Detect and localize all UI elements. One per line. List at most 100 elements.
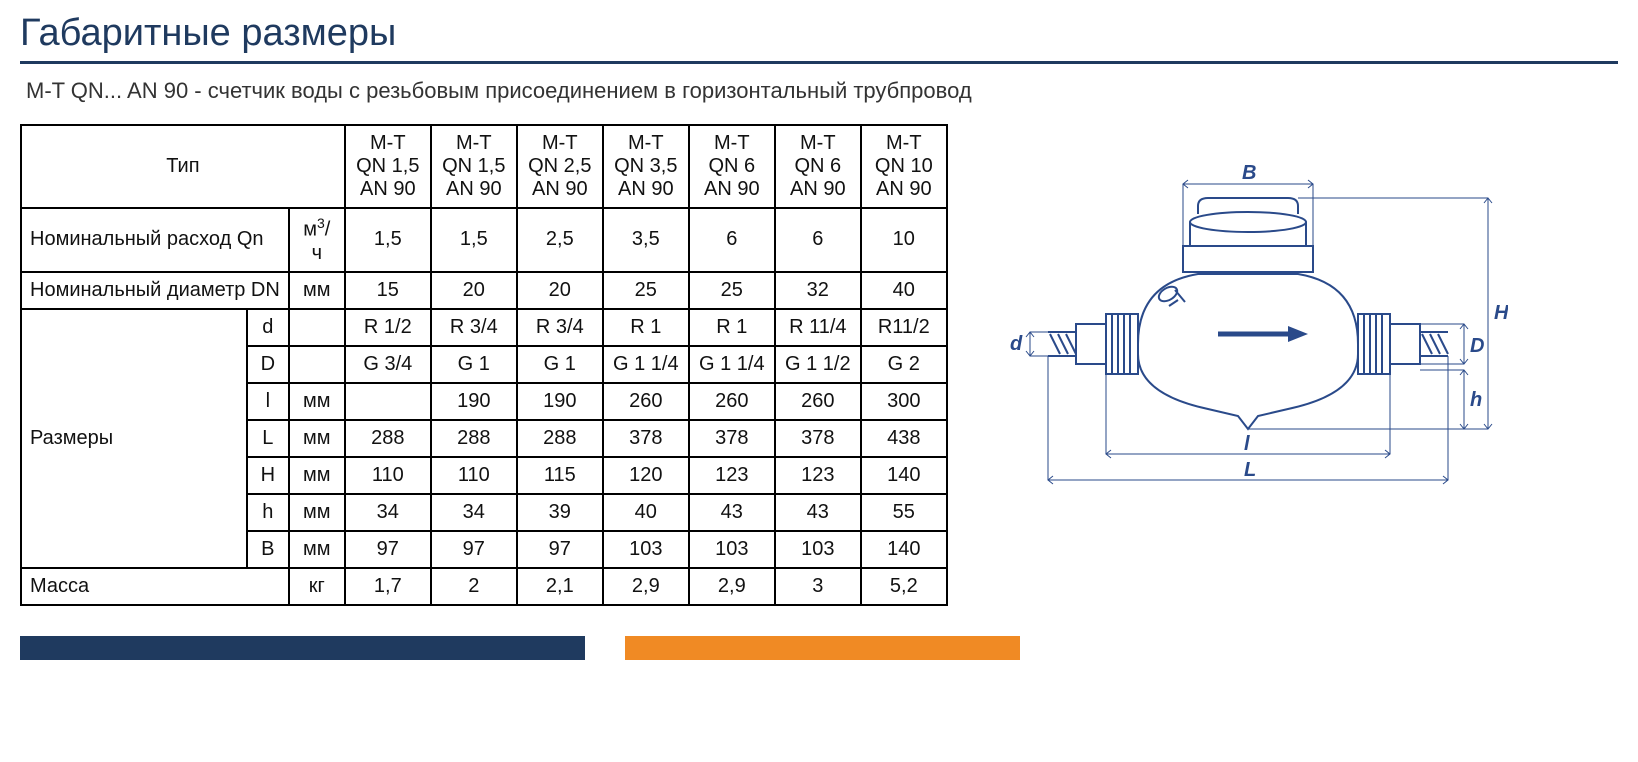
cell: 1,5	[345, 208, 431, 272]
cell: 123	[689, 457, 775, 494]
cell: 10	[861, 208, 947, 272]
cell: 20	[517, 272, 603, 309]
cell: 43	[775, 494, 861, 531]
cell: 120	[603, 457, 689, 494]
spec-table: Тип M-TQN 1,5AN 90 M-TQN 1,5AN 90 M-TQN …	[20, 124, 948, 606]
cell: R 1	[603, 309, 689, 346]
cell: 97	[517, 531, 603, 568]
footer-bar-left	[20, 636, 585, 660]
cell: 40	[861, 272, 947, 309]
content-area: Тип M-TQN 1,5AN 90 M-TQN 1,5AN 90 M-TQN …	[20, 124, 1618, 606]
cell	[345, 383, 431, 420]
cell: 288	[431, 420, 517, 457]
cell: 378	[603, 420, 689, 457]
dim-unit: мм	[289, 420, 345, 457]
dim-symbol: L	[247, 420, 289, 457]
mass-unit: кг	[289, 568, 345, 605]
cell: G 1 1/4	[689, 346, 775, 383]
table-header-row: Тип M-TQN 1,5AN 90 M-TQN 1,5AN 90 M-TQN …	[21, 125, 947, 208]
cell: G 2	[861, 346, 947, 383]
cell: 39	[517, 494, 603, 531]
dim-unit: мм	[289, 531, 345, 568]
cell: 3,5	[603, 208, 689, 272]
cell: 110	[431, 457, 517, 494]
model-header: M-TQN 1,5AN 90	[431, 125, 517, 208]
model-header: M-TQN 3,5AN 90	[603, 125, 689, 208]
cell: 6	[775, 208, 861, 272]
cell: 110	[345, 457, 431, 494]
dimension-diagram: B H D	[988, 154, 1508, 499]
row-label: Номинальный диаметр DN	[21, 272, 289, 309]
mass-label: Масса	[21, 568, 289, 605]
cell: 140	[861, 457, 947, 494]
cell: 20	[431, 272, 517, 309]
cell: G 1	[431, 346, 517, 383]
cell: 34	[431, 494, 517, 531]
dim-label-B: B	[1242, 162, 1256, 184]
cell: 3	[775, 568, 861, 605]
model-header: M-TQN 6AN 90	[689, 125, 775, 208]
cell: 2,9	[603, 568, 689, 605]
cell: 43	[689, 494, 775, 531]
cell: 103	[689, 531, 775, 568]
cell: R11/2	[861, 309, 947, 346]
meter-diagram-svg: B H D	[988, 154, 1508, 494]
dim-symbol: D	[247, 346, 289, 383]
dim-label-l: l	[1244, 433, 1250, 455]
cell: 2,1	[517, 568, 603, 605]
table-row: Номинальный диаметр DN мм 15 20 20 25 25…	[21, 272, 947, 309]
table-row: Номинальный расход Qn м3/ ч 1,5 1,5 2,5 …	[21, 208, 947, 272]
dim-symbol: H	[247, 457, 289, 494]
footer-bar-right	[625, 636, 1020, 660]
cell: G 1	[517, 346, 603, 383]
dim-label-H: H	[1494, 302, 1508, 324]
cell: R 1/2	[345, 309, 431, 346]
footer-bars	[20, 636, 1020, 660]
cell: 115	[517, 457, 603, 494]
dim-unit: мм	[289, 383, 345, 420]
cell: 2,5	[517, 208, 603, 272]
cell: 97	[431, 531, 517, 568]
table-row: Размеры d R 1/2 R 3/4 R 3/4 R 1 R 1 R 11…	[21, 309, 947, 346]
cell: 190	[431, 383, 517, 420]
cell: 55	[861, 494, 947, 531]
cell: 6	[689, 208, 775, 272]
model-header: M-TQN 10AN 90	[861, 125, 947, 208]
cell: 34	[345, 494, 431, 531]
cell: R 3/4	[431, 309, 517, 346]
cell: 32	[775, 272, 861, 309]
cell: 25	[689, 272, 775, 309]
title-rule	[20, 61, 1618, 64]
cell: 25	[603, 272, 689, 309]
dim-symbol: B	[247, 531, 289, 568]
cell: 190	[517, 383, 603, 420]
cell: 97	[345, 531, 431, 568]
model-header: M-TQN 1,5AN 90	[345, 125, 431, 208]
table-row: Масса кг 1,7 2 2,1 2,9 2,9 3 5,2	[21, 568, 947, 605]
cell: 123	[775, 457, 861, 494]
dim-label-D: D	[1470, 335, 1484, 357]
dims-label: Размеры	[21, 309, 247, 568]
cell: G 1 1/4	[603, 346, 689, 383]
cell: 260	[603, 383, 689, 420]
dim-unit	[289, 346, 345, 383]
cell: R 3/4	[517, 309, 603, 346]
cell: R 1	[689, 309, 775, 346]
cell: 2,9	[689, 568, 775, 605]
type-header: Тип	[21, 125, 345, 208]
cell: 378	[775, 420, 861, 457]
cell: 378	[689, 420, 775, 457]
cell: G 1 1/2	[775, 346, 861, 383]
page-subtitle: M-T QN... AN 90 - счетчик воды с резьбов…	[26, 78, 1618, 104]
cell: 140	[861, 531, 947, 568]
page-title: Габаритные размеры	[20, 12, 1618, 55]
cell: 103	[775, 531, 861, 568]
model-header: M-TQN 2,5AN 90	[517, 125, 603, 208]
row-unit: м3/ ч	[289, 208, 345, 272]
dim-unit: мм	[289, 494, 345, 531]
dim-label-L: L	[1244, 459, 1256, 481]
row-label: Номинальный расход Qn	[21, 208, 289, 272]
cell: 288	[517, 420, 603, 457]
cell: 260	[775, 383, 861, 420]
cell: 15	[345, 272, 431, 309]
